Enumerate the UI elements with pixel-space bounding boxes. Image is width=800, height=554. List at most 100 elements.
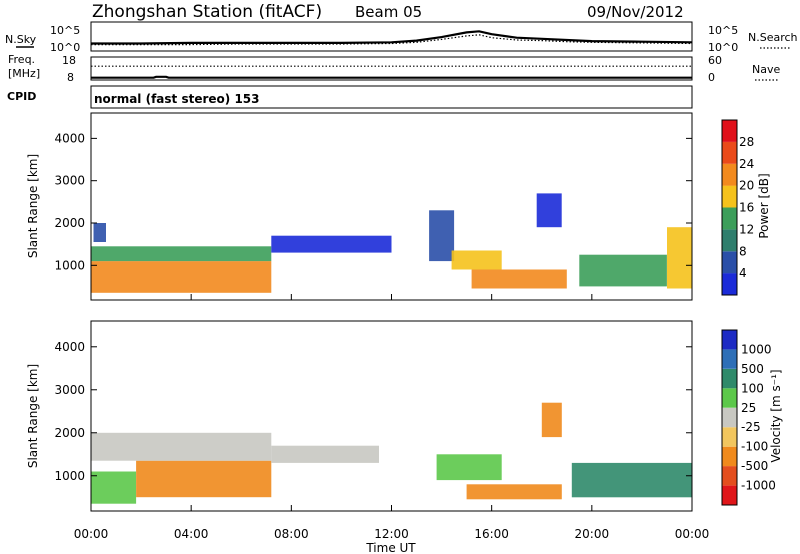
noise-left-label: N.Sky: [5, 33, 37, 46]
power-ylabel: Slant Range [km]: [26, 154, 40, 258]
xtick-label-1: 04:00: [174, 527, 209, 541]
colorbar-swatch-4: [722, 185, 737, 208]
echo-region-3: [91, 432, 272, 461]
echo-region-7: [471, 269, 567, 289]
colorbar-swatch-5: [722, 163, 737, 186]
xtick-label-6: 00:00: [675, 527, 710, 541]
noise-series-group: [91, 30, 693, 46]
echo-region-5: [429, 210, 455, 262]
power-colorbar-tick-28: 28: [739, 135, 754, 149]
ytick-label-1000: 1000: [54, 258, 85, 272]
power-colorbar: 4 8 12 16 20 24 28: [721, 119, 754, 296]
velocity-colorbar-tick-5: -100: [741, 440, 768, 454]
velocity-colorbar-tick-2: 100: [741, 381, 764, 395]
echo-region-1: [91, 261, 272, 293]
noise-tick-bottom-right: 10^0: [708, 41, 738, 54]
colorbar-swatch-7: [722, 349, 737, 369]
echo-region-9: [579, 254, 667, 287]
velocity-colorbar-tick-6: -500: [741, 459, 768, 473]
freq-unit: [MHz]: [8, 67, 40, 80]
velocity-colorbar-tick-7: -1000: [741, 479, 776, 493]
velocity-heatmap: [91, 402, 692, 504]
colorbar-swatch-3: [722, 427, 737, 447]
xtick-label-5: 20:00: [575, 527, 610, 541]
nave-tick-bottom: 0: [708, 71, 715, 84]
velocity-colorbar-tick-3: 25: [741, 401, 756, 415]
nave-label: Nave: [752, 63, 780, 76]
echo-region-8: [571, 462, 692, 498]
nave-tick-top: 60: [708, 54, 722, 67]
colorbar-swatch-2: [722, 446, 737, 467]
velocity-colorbar: 1000 500 100 25 -25 -100 -500 -1000: [721, 329, 776, 506]
velocity-ylabel: Slant Range [km]: [26, 364, 40, 468]
noise-tick-top-left: 10^5: [50, 24, 80, 37]
series-line-freq: [91, 75, 692, 79]
xtick-label-2: 08:00: [274, 527, 309, 541]
freq-tick-top: 18: [62, 54, 76, 67]
echo-region-2: [136, 460, 272, 498]
colorbar-swatch-1: [722, 466, 737, 486]
power-colorbar-tick-20: 20: [739, 179, 754, 193]
echo-region-6: [451, 250, 502, 270]
velocity-colorbar-tick-1: 500: [741, 362, 764, 376]
cpid-value: normal (fast stereo) 153: [94, 92, 260, 106]
xtick-label-0: 00:00: [74, 527, 109, 541]
colorbar-frame: [721, 119, 738, 296]
echo-region-10: [667, 227, 692, 289]
power-colorbar-tick-24: 24: [739, 157, 754, 171]
ytick-label-4000: 4000: [54, 340, 85, 354]
time-axis: 00:00 04:00 08:00 12:00 16:00 20:00 00:00: [74, 294, 710, 541]
power-heatmap: [91, 193, 692, 293]
noise-tick-bottom-left: 10^0: [50, 41, 80, 54]
cpid-label: CPID: [7, 90, 36, 103]
echo-region-5: [436, 454, 502, 481]
echo-region-3: [93, 223, 106, 242]
noise-tick-top-right: 10^5: [708, 24, 738, 37]
colorbar-swatch-0: [722, 273, 737, 295]
colorbar-swatch-6: [722, 141, 737, 164]
velocity-colorbar-tick-0: 1000: [741, 342, 772, 356]
freq-label: Freq.: [8, 53, 35, 66]
echo-region-1: [91, 471, 137, 504]
echo-region-7: [541, 402, 562, 438]
series-line-nsearch: [91, 34, 693, 46]
ytick-label-4000: 4000: [54, 131, 85, 145]
power-colorbar-tick-4: 4: [739, 266, 747, 280]
noise-right-label: N.Search: [748, 31, 798, 44]
echo-region-2: [91, 246, 272, 262]
freq-tick-bottom: 8: [67, 71, 74, 84]
power-colorbar-label: Power [dB]: [757, 173, 771, 238]
colorbar-swatch-0: [722, 485, 737, 505]
colorbar-swatch-3: [722, 207, 737, 230]
colorbar-swatch-6: [722, 368, 737, 389]
colorbar-swatch-1: [722, 251, 737, 274]
beam-label: Beam 05: [355, 3, 422, 21]
ytick-label-2000: 2000: [54, 426, 85, 440]
colorbar-swatch-4: [722, 407, 737, 428]
freq-panel-frame: [90, 56, 693, 81]
x-axis-label: Time UT: [365, 541, 416, 554]
ytick-label-2000: 2000: [54, 216, 85, 230]
power-colorbar-tick-8: 8: [739, 244, 747, 258]
power-colorbar-tick-16: 16: [739, 201, 754, 215]
echo-region-4: [271, 235, 392, 253]
velocity-colorbar-label: Velocity [m s⁻¹]: [769, 369, 783, 462]
station-title: Zhongshan Station (fitACF): [92, 2, 322, 22]
colorbar-swatch-8: [722, 330, 737, 350]
echo-region-6: [466, 484, 562, 500]
ytick-label-3000: 3000: [54, 174, 85, 188]
freq-series-group: [91, 65, 692, 79]
colorbar-swatch-5: [722, 388, 737, 408]
velocity-y-axis: 1000 2000 3000 4000: [54, 340, 692, 483]
ytick-label-3000: 3000: [54, 383, 85, 397]
noise-panel-frame: [90, 21, 693, 52]
velocity-colorbar-tick-4: -25: [741, 420, 761, 434]
colorbar-swatch-7: [722, 120, 737, 142]
ytick-label-1000: 1000: [54, 469, 85, 483]
xtick-label-3: 12:00: [374, 527, 409, 541]
colorbar-frame: [721, 329, 738, 506]
colorbar-swatch-2: [722, 229, 737, 252]
echo-region-4: [271, 445, 379, 463]
